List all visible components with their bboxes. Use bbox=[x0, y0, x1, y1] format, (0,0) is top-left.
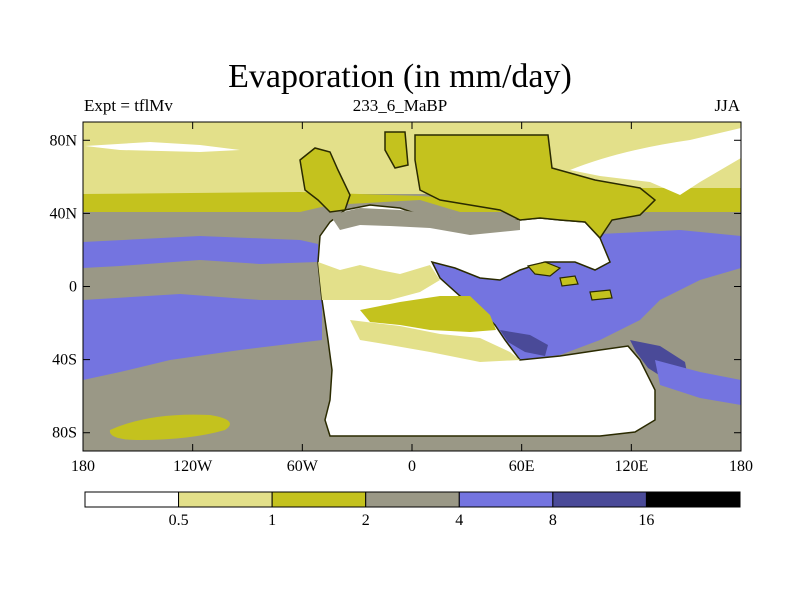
field-level-1-arctic bbox=[83, 122, 741, 160]
colorbar-label: 1 bbox=[268, 512, 276, 529]
land-level-2-a bbox=[360, 296, 496, 332]
colorbar-swatch bbox=[458, 491, 554, 508]
field-level-8-south-pacific bbox=[83, 294, 322, 380]
field-level-2-south bbox=[109, 414, 230, 440]
island-b bbox=[589, 289, 613, 301]
colorbar-label: 8 bbox=[549, 512, 557, 529]
lat-tick-label: 80S bbox=[52, 425, 77, 442]
continent bbox=[299, 131, 657, 437]
colorbar-swatch bbox=[552, 491, 647, 508]
colorbar-swatch bbox=[365, 491, 460, 508]
land-level-1-b bbox=[350, 320, 520, 362]
latitude-axis: 80N 40N 0 40S 80S bbox=[49, 132, 741, 442]
lon-tick-label: 180 bbox=[71, 458, 95, 475]
land-level-4-north bbox=[330, 208, 520, 235]
period-label: 233_6_MaBP bbox=[352, 96, 448, 115]
lat-tick-label: 80N bbox=[49, 132, 77, 149]
colorbar-swatch bbox=[645, 491, 741, 508]
land-level-1-a bbox=[318, 262, 440, 300]
lon-tick-label: 60E bbox=[509, 458, 535, 475]
northwest-landmass bbox=[299, 147, 351, 213]
colorbar-label: 4 bbox=[455, 512, 463, 529]
experiment-label: Expt = tflMv bbox=[84, 96, 173, 115]
lon-tick-label: 120E bbox=[614, 458, 648, 475]
lat-tick-label: 40N bbox=[49, 205, 77, 222]
island-c bbox=[559, 275, 579, 287]
colorbar: 0.5 1 2 4 8 16 bbox=[84, 491, 741, 529]
lon-tick-label: 60W bbox=[287, 458, 319, 475]
lon-tick-label: 120W bbox=[173, 458, 213, 475]
colorbar-swatch bbox=[271, 491, 367, 508]
longitude-axis: 180 120W 60W 0 60E 120E 180 bbox=[71, 122, 753, 475]
northern-island bbox=[384, 131, 409, 169]
colorbar-label: 0.5 bbox=[169, 512, 189, 529]
season-label: JJA bbox=[714, 96, 740, 115]
field-level-8-south-east bbox=[655, 360, 741, 405]
field-low-arctic-a bbox=[85, 142, 240, 152]
lon-tick-label: 180 bbox=[729, 458, 753, 475]
lat-tick-label: 0 bbox=[69, 279, 77, 296]
colorbar-label: 2 bbox=[362, 512, 370, 529]
northern-landmass bbox=[414, 134, 657, 240]
lat-tick-label: 40S bbox=[52, 352, 77, 369]
lon-tick-label: 0 bbox=[408, 458, 416, 475]
colorbar-swatch bbox=[84, 491, 180, 508]
field-level-16-a bbox=[500, 330, 548, 356]
field-low-arctic-b bbox=[570, 128, 741, 195]
colorbar-label: 16 bbox=[638, 512, 654, 529]
map-title: Evaporation (in mm/day) bbox=[228, 58, 572, 95]
colorbar-swatch bbox=[178, 491, 273, 508]
field-level-8-north-pacific bbox=[83, 236, 318, 268]
island-a bbox=[526, 261, 562, 277]
